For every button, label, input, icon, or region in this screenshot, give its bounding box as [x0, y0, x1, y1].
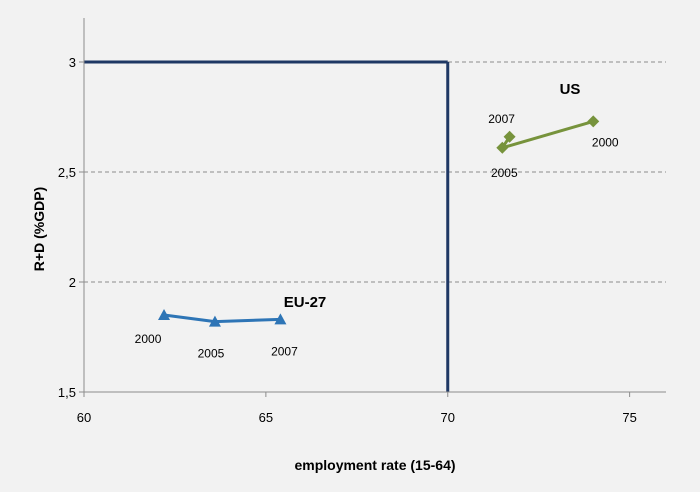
y-tick-label: 2: [69, 275, 76, 290]
labels-group: 1,5 2 2,5 3 60 65 70 75 2000 2005 2007 EU-27 2005 200…: [58, 55, 637, 425]
y-tick-label: 2,5: [58, 165, 76, 180]
data-point: [158, 309, 171, 320]
data-label: 2005: [198, 347, 225, 361]
x-tick-label: 75: [622, 410, 636, 425]
data-point: [274, 313, 287, 325]
data-label: 2007: [271, 344, 298, 358]
data-label: 2000: [592, 135, 619, 149]
x-tick-label: 60: [77, 410, 91, 425]
x-axis-title: employment rate (15-64): [294, 457, 455, 473]
data-label: 2005: [491, 166, 518, 180]
data-point: [496, 141, 509, 154]
series-line-us: [500, 119, 594, 150]
data-label: 2000: [135, 332, 162, 346]
series-label: EU-27: [284, 294, 327, 311]
data-point: [587, 115, 600, 128]
x-tick-label: 70: [441, 410, 455, 425]
y-tick-label: 3: [69, 55, 76, 70]
data-point: [208, 315, 221, 327]
y-tick-label: 1,5: [58, 385, 76, 400]
data-point: [503, 130, 516, 143]
x-tick-label: 65: [259, 410, 273, 425]
data-label: 2007: [488, 112, 515, 126]
series-group: [158, 115, 600, 327]
series-line-eu-27: [163, 313, 281, 324]
series-label: US: [560, 81, 581, 98]
y-axis-title: R+D (%GDP): [31, 187, 47, 271]
axes: [79, 18, 666, 397]
target-box: [84, 60, 450, 392]
